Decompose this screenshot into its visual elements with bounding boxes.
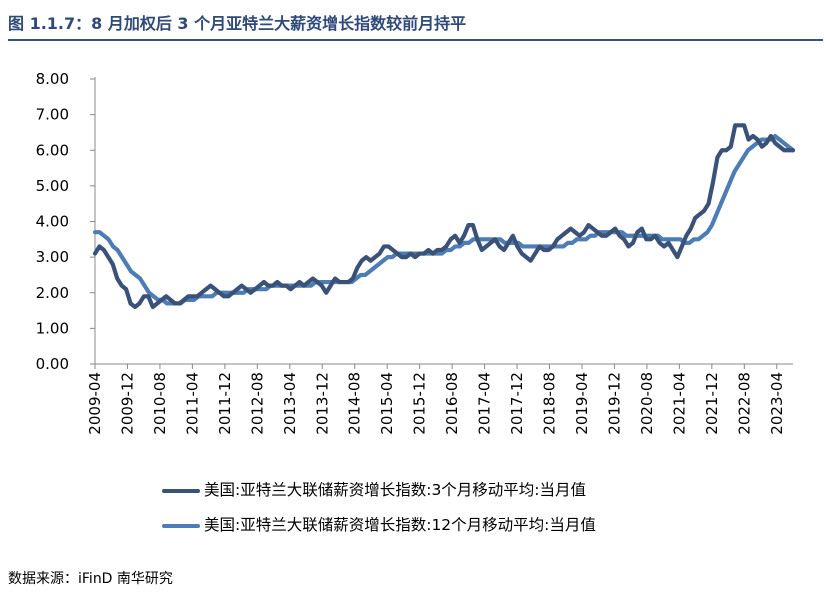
y-tick-label: 4.00 — [36, 213, 69, 231]
series-line-3m — [92, 123, 796, 310]
x-tick-label: 2017-04 — [476, 372, 494, 435]
x-tick-label: 2019-12 — [605, 372, 623, 435]
x-tick-label: 2021-12 — [703, 372, 721, 435]
x-tick-label: 2009-12 — [118, 372, 136, 435]
x-tick-label: 2014-08 — [346, 372, 364, 435]
x-tick-label: 2023-04 — [768, 372, 786, 435]
x-tick-label: 2017-12 — [508, 372, 526, 435]
y-tick-label: 7.00 — [36, 106, 69, 124]
x-tick-label: 2011-12 — [216, 372, 234, 435]
legend-item-3m: 美国:亚特兰大联储薪资增长指数:3个月移动平均:当月值 — [162, 478, 586, 500]
x-tick-label: 2010-08 — [151, 372, 169, 435]
legend-swatch-12m — [162, 523, 200, 528]
x-tick-label: 2022-08 — [735, 372, 753, 435]
y-tick-label: 5.00 — [36, 177, 69, 195]
x-tick-label: 2012-08 — [248, 372, 266, 435]
y-tick-label: 8.00 — [36, 70, 69, 88]
x-tick-label: 2019-04 — [573, 372, 591, 435]
x-tick-label: 2018-08 — [541, 372, 559, 435]
x-tick-label: 2013-12 — [313, 372, 331, 435]
x-tick-label: 2020-08 — [638, 372, 656, 435]
y-tick-label: 1.00 — [36, 319, 69, 337]
legend-label-12m: 美国:亚特兰大联储薪资增长指数:12个月移动平均:当月值 — [204, 516, 596, 534]
y-tick-label: 6.00 — [36, 141, 69, 159]
x-tick-label: 2015-12 — [411, 372, 429, 435]
chart-axes: 0.00 1.00 2.00 3.00 4.00 5.00 6.00 7.00 8.00 2009… — [36, 70, 793, 435]
data-source-note: 数据来源：iFinD 南华研究 — [8, 571, 173, 587]
y-tick-label: 0.00 — [36, 355, 69, 373]
legend-label-3m: 美国:亚特兰大联储薪资增长指数:3个月移动平均:当月值 — [204, 481, 587, 499]
y-tick-label: 2.00 — [36, 284, 69, 302]
x-tick-label: 2016-08 — [443, 372, 461, 435]
x-tick-label: 2009-04 — [86, 372, 104, 435]
x-tick-label: 2015-04 — [378, 372, 396, 435]
y-tick-label: 3.00 — [36, 248, 69, 266]
chart-plot-area — [92, 123, 796, 310]
series-line-12m — [92, 133, 796, 306]
x-tick-label: 2021-04 — [670, 372, 688, 435]
title-divider — [8, 39, 823, 41]
legend-swatch-3m — [162, 488, 200, 493]
x-tick-label: 2011-04 — [183, 372, 201, 435]
legend-item-12m: 美国:亚特兰大联储薪资增长指数:12个月移动平均:当月值 — [162, 513, 596, 535]
chart-title: 图 1.1.7：8 月加权后 3 个月亚特兰大薪资增长指数较前月持平 — [8, 14, 467, 33]
x-tick-label: 2013-04 — [281, 372, 299, 435]
